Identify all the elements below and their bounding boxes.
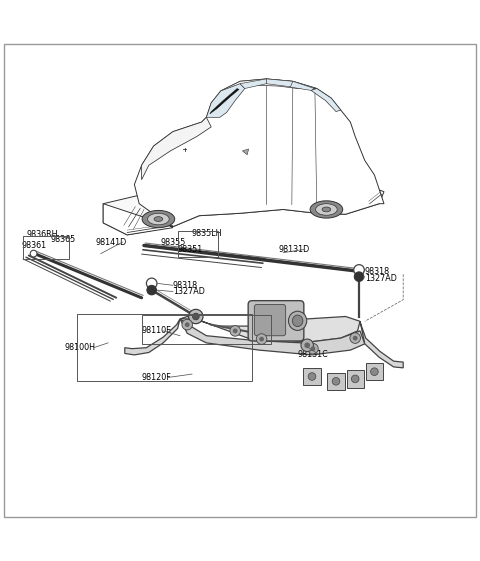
Text: 98355: 98355 [161, 238, 186, 247]
Circle shape [332, 378, 340, 385]
Polygon shape [180, 316, 360, 343]
Bar [23, 236, 69, 259]
Ellipse shape [310, 201, 343, 218]
Polygon shape [266, 79, 293, 87]
Circle shape [147, 286, 156, 295]
Bar [347, 370, 364, 388]
Circle shape [308, 343, 318, 354]
Ellipse shape [148, 213, 169, 225]
Text: 98131D: 98131D [278, 245, 310, 254]
Ellipse shape [292, 315, 303, 327]
Ellipse shape [288, 311, 307, 330]
Bar [366, 363, 383, 380]
Bar [77, 314, 252, 381]
Text: 98120F: 98120F [142, 373, 171, 382]
Circle shape [311, 346, 315, 351]
Ellipse shape [316, 204, 337, 215]
Polygon shape [180, 319, 365, 355]
Circle shape [304, 342, 310, 348]
FancyBboxPatch shape [254, 305, 286, 335]
Circle shape [354, 265, 364, 275]
Circle shape [233, 329, 238, 333]
Text: 1327AD: 1327AD [173, 287, 204, 296]
Circle shape [354, 272, 364, 282]
Bar [303, 368, 321, 385]
Text: 1327AD: 1327AD [365, 274, 396, 283]
Polygon shape [210, 89, 239, 114]
Polygon shape [142, 117, 211, 180]
Circle shape [146, 278, 157, 289]
Text: 98318: 98318 [173, 281, 198, 290]
Polygon shape [103, 79, 384, 235]
Polygon shape [206, 84, 245, 117]
Circle shape [192, 313, 199, 320]
Polygon shape [290, 81, 314, 90]
Text: 98131C: 98131C [298, 351, 328, 360]
Text: 9835LH: 9835LH [192, 229, 223, 238]
Polygon shape [242, 149, 249, 155]
Circle shape [351, 375, 359, 383]
Bar [178, 231, 218, 257]
Circle shape [182, 319, 192, 330]
Polygon shape [103, 185, 384, 235]
Text: 98141D: 98141D [96, 238, 127, 247]
Circle shape [185, 322, 190, 327]
Circle shape [30, 250, 37, 257]
Text: 9836RH: 9836RH [26, 231, 58, 240]
Circle shape [353, 335, 358, 341]
Text: 98351: 98351 [178, 245, 203, 254]
Ellipse shape [142, 210, 175, 228]
Circle shape [350, 333, 360, 343]
Text: 98318: 98318 [365, 268, 390, 277]
Circle shape [189, 309, 203, 324]
Polygon shape [360, 321, 403, 368]
Circle shape [301, 339, 313, 352]
Circle shape [256, 334, 267, 344]
Ellipse shape [154, 217, 163, 222]
Circle shape [259, 337, 264, 342]
Circle shape [371, 368, 378, 375]
Bar [142, 315, 271, 344]
Text: 98100H: 98100H [65, 343, 96, 352]
Ellipse shape [322, 207, 331, 212]
Circle shape [308, 373, 316, 380]
FancyBboxPatch shape [248, 301, 304, 341]
Text: 98110E: 98110E [142, 327, 172, 335]
Bar [327, 373, 345, 390]
Polygon shape [221, 79, 317, 93]
Text: 98365: 98365 [50, 235, 76, 244]
Polygon shape [240, 79, 266, 89]
Polygon shape [125, 319, 180, 355]
Polygon shape [311, 89, 341, 112]
Circle shape [230, 325, 240, 336]
Text: 98361: 98361 [22, 241, 47, 250]
